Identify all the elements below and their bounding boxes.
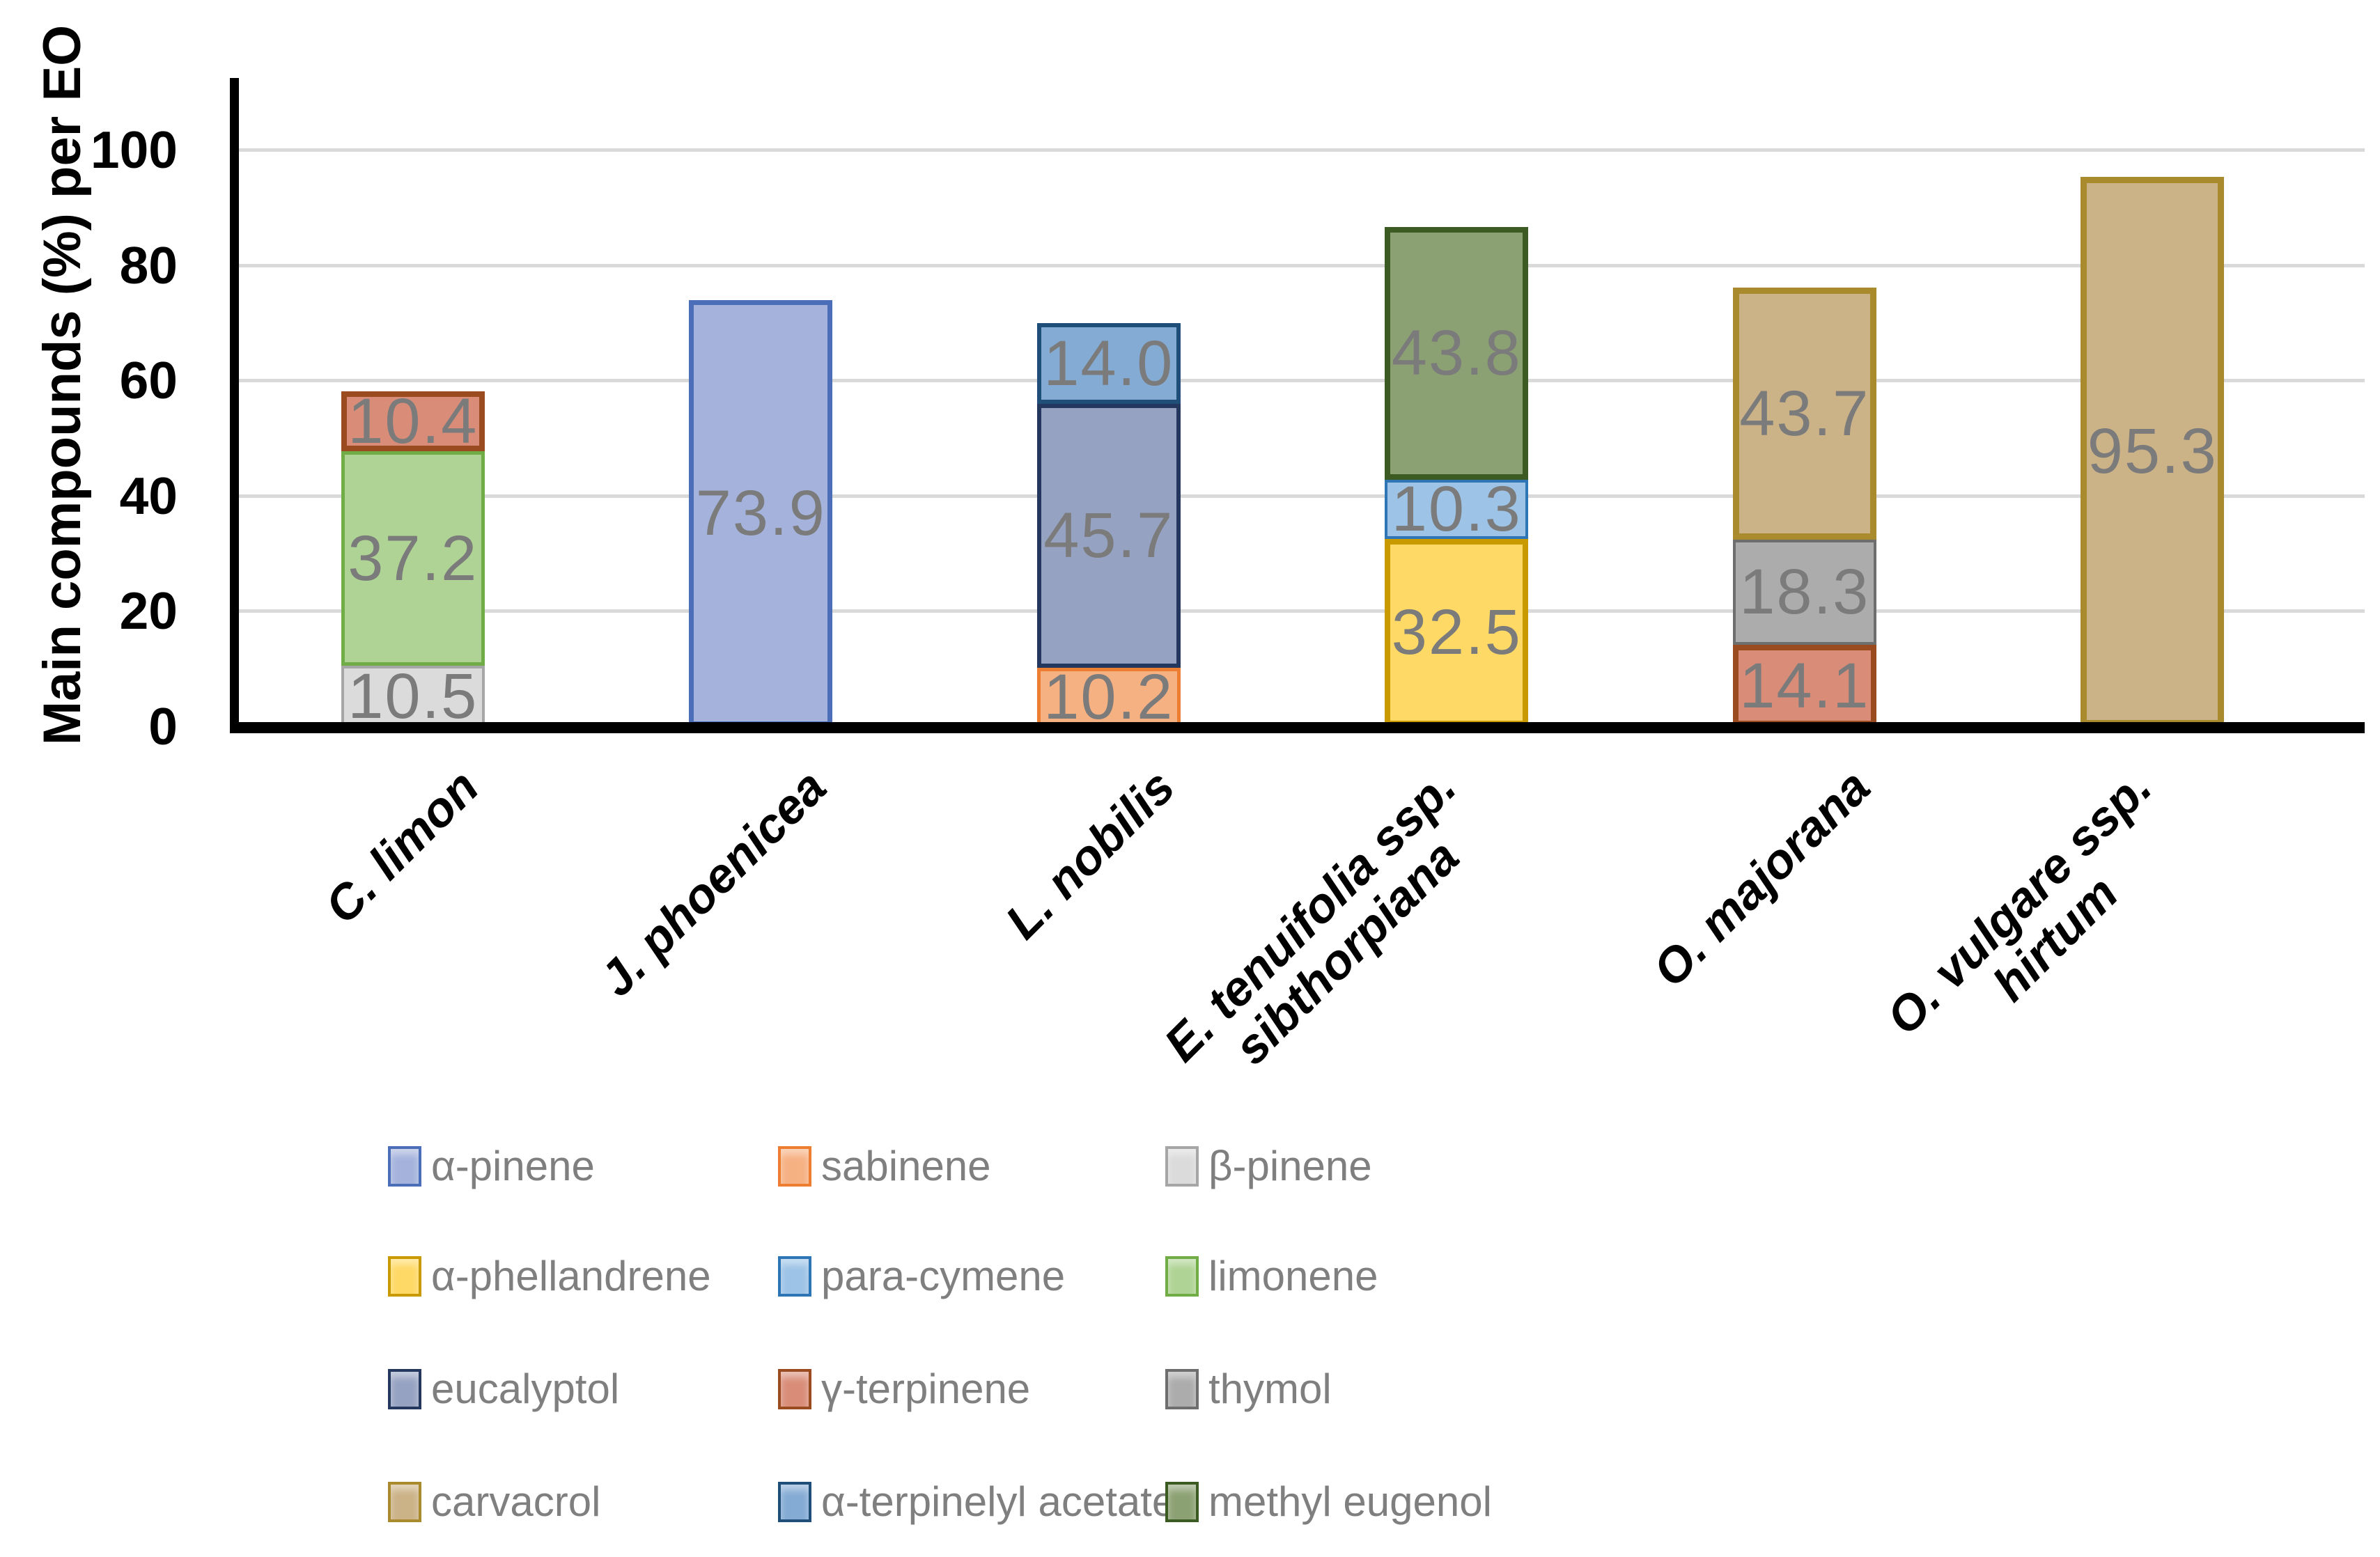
gridline [239, 609, 2365, 613]
legend-label: eucalyptol [431, 1366, 620, 1412]
x-axis-label-line: J. phoenicea [589, 759, 837, 1007]
bar-segment: 10.4 [341, 385, 485, 457]
legend-item: para-cymene [778, 1255, 1065, 1297]
y-axis-line [230, 78, 239, 733]
legend-label: para-cymene [821, 1253, 1066, 1299]
y-tick-label: 0 [148, 697, 178, 756]
legend-label: γ-terpinene [821, 1366, 1031, 1412]
segment-value-label: 10.3 [1391, 474, 1522, 545]
bar-segment: 45.7 [1036, 404, 1181, 668]
legend-swatch [388, 1256, 421, 1297]
segment-value-label: 10.2 [1043, 661, 1174, 733]
segment-value-label: 18.3 [1739, 556, 1870, 628]
legend-swatch [388, 1482, 421, 1522]
legend-item: methyl eugenol [1165, 1481, 1492, 1523]
gridline [239, 263, 2365, 267]
bar-segment: 14.1 [1732, 645, 1876, 726]
gridline [239, 494, 2365, 498]
x-axis-label: O. majorana [1642, 759, 1881, 997]
segment-value-label: 95.3 [2087, 416, 2218, 487]
legend-item: α-pinene [388, 1145, 595, 1187]
legend-swatch [1165, 1369, 1199, 1409]
y-tick-label: 40 [119, 466, 178, 525]
legend-swatch [388, 1369, 421, 1409]
legend-item: eucalyptol [388, 1368, 619, 1410]
segment-value-label: 14.0 [1043, 328, 1174, 400]
legend-item: thymol [1165, 1368, 1332, 1410]
segment-value-label: 43.8 [1391, 318, 1522, 389]
x-axis-label-line: L. nobilis [995, 759, 1185, 949]
y-tick-label: 20 [119, 581, 178, 641]
y-tick-label: 80 [119, 235, 178, 295]
x-axis-label: O. vulgare ssp. hirtum [1876, 760, 2198, 1081]
legend-item: α-phellandrene [388, 1255, 711, 1297]
bar-segment: 10.2 [1036, 661, 1181, 733]
legend-swatch [1165, 1482, 1199, 1522]
gridline [239, 379, 2365, 383]
legend-item: γ-terpinene [778, 1368, 1030, 1410]
bar-segment: 43.7 [1732, 287, 1876, 540]
legend-swatch [1165, 1256, 1199, 1297]
legend-swatch [778, 1369, 811, 1409]
segment-value-label: 73.9 [695, 478, 826, 549]
legend-item: β-pinene [1165, 1145, 1372, 1187]
segment-value-label: 14.1 [1739, 650, 1870, 721]
bar-segment: 37.2 [341, 451, 485, 666]
legend-item: limonene [1165, 1255, 1378, 1297]
legend-label: methyl eugenol [1208, 1478, 1492, 1525]
x-axis-label: L. nobilis [995, 759, 1185, 949]
legend-swatch [388, 1146, 421, 1187]
x-axis-label: E. tenuifolia ssp. sibthorpiana [1154, 760, 1502, 1107]
y-tick-label: 60 [119, 351, 178, 410]
x-axis-label: C. limon [314, 759, 489, 934]
legend-label: β-pinene [1208, 1143, 1372, 1189]
y-tick-label: 100 [90, 120, 178, 179]
segment-value-label: 45.7 [1043, 500, 1174, 572]
legend-label: limonene [1208, 1253, 1378, 1299]
legend-label: α-phellandrene [431, 1253, 711, 1299]
legend-label: sabinene [821, 1143, 991, 1189]
bar-segment: 32.5 [1385, 538, 1529, 726]
legend-item: sabinene [778, 1145, 991, 1187]
segment-value-label: 32.5 [1391, 597, 1522, 668]
segment-value-label: 10.4 [348, 385, 479, 457]
x-axis-line [230, 722, 2365, 733]
legend-item: α-terpinelyl acetate [778, 1481, 1175, 1523]
legend-item: carvacrol [388, 1481, 600, 1523]
gridline [239, 148, 2365, 152]
x-axis-label-line: O. majorana [1642, 759, 1881, 997]
bar-segment: 95.3 [2080, 176, 2225, 726]
bar-segment: 14.0 [1036, 323, 1181, 405]
legend-swatch [778, 1146, 811, 1187]
bar-segment: 73.9 [689, 300, 833, 726]
legend-swatch [778, 1256, 811, 1297]
bar-segment: 10.3 [1385, 474, 1529, 545]
legend-label: carvacrol [431, 1478, 601, 1525]
x-axis-label: J. phoenicea [589, 759, 837, 1007]
bar-segment: 10.5 [341, 660, 485, 732]
segment-value-label: 10.5 [348, 660, 479, 732]
bar-segment: 18.3 [1732, 539, 1876, 646]
segment-value-label: 43.7 [1739, 377, 1870, 449]
legend-label: thymol [1208, 1366, 1332, 1412]
legend-swatch [778, 1482, 811, 1522]
legend-label: α-terpinelyl acetate [821, 1478, 1176, 1525]
legend-label: α-pinene [431, 1143, 595, 1189]
legend-swatch [1165, 1146, 1199, 1187]
x-axis-label-line: C. limon [314, 759, 489, 934]
segment-value-label: 37.2 [348, 523, 479, 595]
bar-segment: 43.8 [1385, 226, 1529, 480]
